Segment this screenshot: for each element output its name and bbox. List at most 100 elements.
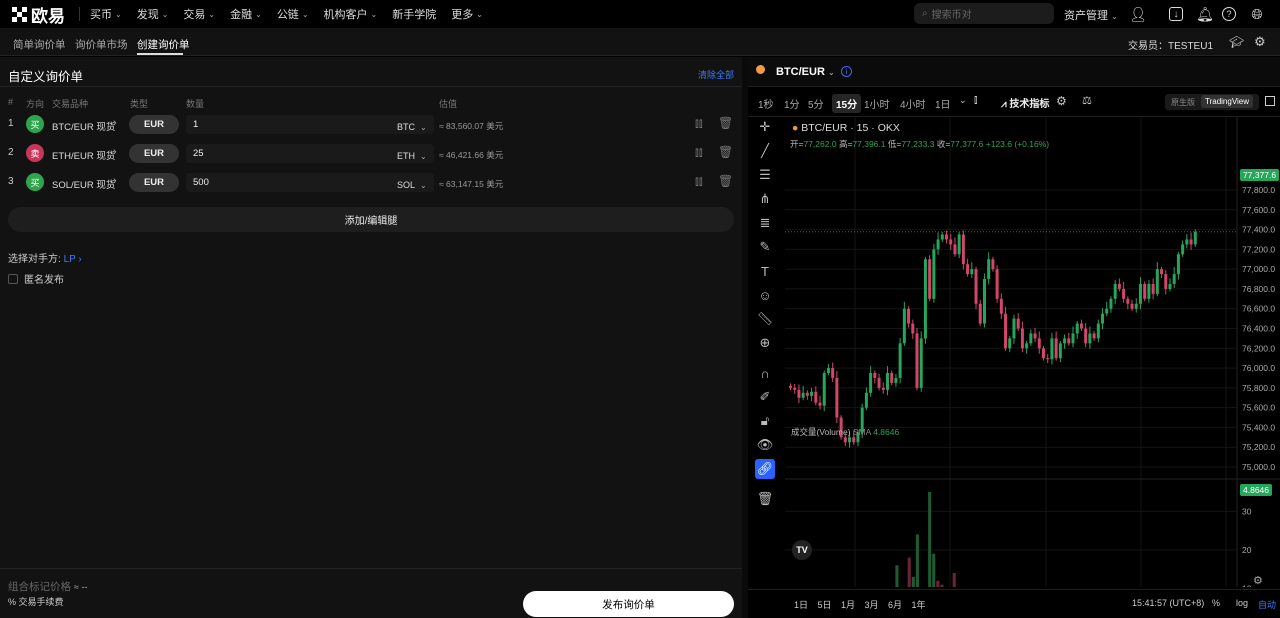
timeframe-5[interactable]: 4小时 [900, 100, 926, 111]
side-badge[interactable]: 买 [26, 115, 44, 133]
ruler-icon[interactable]: 📏︎ [756, 311, 774, 326]
candle-body [860, 407, 864, 433]
candles-icon[interactable]: ⫾⫾ [695, 145, 703, 159]
range-button[interactable]: 5日 [817, 600, 832, 610]
emoji-icon[interactable]: ☺ [758, 287, 772, 303]
timeframe-0[interactable]: 1秒 [758, 100, 774, 111]
compare-icon[interactable]: ⚖ [1082, 95, 1092, 107]
trash-icon[interactable]: 🗑︎ [718, 116, 734, 130]
chevron-right-icon[interactable]: › [113, 175, 117, 187]
timeframe-2[interactable]: 5分 [808, 100, 824, 111]
fib-icon[interactable]: ≣ [759, 215, 771, 230]
type-button[interactable]: EUR [129, 144, 179, 163]
chart-settings-icon[interactable]: ⚙ [1056, 94, 1067, 108]
native-view-button[interactable]: 原生版 [1171, 98, 1195, 107]
unit-selector[interactable]: BTC ⌄ [397, 119, 427, 133]
trash-icon[interactable]: 🗑︎ [718, 145, 734, 159]
tradingview-view-button[interactable]: TradingView [1201, 95, 1254, 108]
range-button[interactable]: 6月 [888, 600, 903, 610]
search-input[interactable]: ⌕ 搜索币对 [914, 3, 1054, 24]
text-icon[interactable]: T [761, 263, 769, 279]
brush-icon[interactable]: ✎ [759, 239, 771, 254]
tab-create-rfq[interactable]: 创建询价单 [137, 39, 190, 51]
candles-icon[interactable]: ⫾⫾ [695, 174, 703, 188]
timeframe-dropdown-icon[interactable]: ⌄ [959, 95, 967, 105]
timeframe-4[interactable]: 1小时 [864, 100, 890, 111]
publish-rfq-button[interactable]: 发布询价单 [523, 591, 734, 617]
pair-selector[interactable]: BTC/EUR ⌄ [776, 66, 835, 78]
nav-item[interactable]: 交易 ⌄ [183, 6, 215, 22]
candle-body [852, 437, 856, 443]
eye-icon[interactable]: 👁︎ [756, 437, 774, 452]
help-icon[interactable]: ? [1222, 7, 1236, 21]
anonymous-checkbox[interactable]: 匿名发布 [8, 271, 64, 286]
candle-type-icon[interactable]: ⫾ [974, 94, 978, 106]
asset-management-menu[interactable]: 资产管理 ⌄ [1064, 7, 1118, 23]
tab-rfq-market[interactable]: 询价单市场 [75, 39, 128, 51]
settings-icon[interactable]: ⚙ [1254, 34, 1266, 49]
timeframe-3[interactable]: 15分 [832, 94, 862, 113]
candles-icon[interactable]: ⫾⫾ [695, 116, 703, 130]
magnet-icon[interactable]: ∩ [760, 365, 770, 381]
nav-item[interactable]: 买币 ⌄ [90, 6, 122, 22]
mark-price-value: ≈ -- [73, 582, 88, 592]
user-icon[interactable]: 👤︎ [1129, 5, 1147, 22]
download-icon[interactable]: ↓ [1169, 7, 1183, 21]
side-badge[interactable]: 卖 [26, 144, 44, 162]
quantity-input[interactable]: 1 [186, 115, 434, 134]
candle-body [991, 259, 995, 270]
percent-toggle[interactable]: % [1212, 598, 1221, 608]
checkbox[interactable] [8, 273, 18, 284]
globe-icon[interactable]: 🌐︎ [1251, 5, 1263, 22]
trash-icon[interactable]: 🗑︎ [756, 491, 774, 506]
log-toggle[interactable]: log [1236, 598, 1249, 608]
pitchfork-icon[interactable]: ⋔ [759, 191, 771, 206]
panel-resizer[interactable] [742, 57, 748, 618]
candle-body [1016, 318, 1020, 329]
add-edit-leg-button[interactable]: 添加/编辑腿 [8, 207, 734, 232]
type-button[interactable]: EUR [129, 115, 179, 134]
info-icon[interactable]: i [841, 66, 852, 77]
crosshair-icon[interactable]: ✛ [759, 119, 771, 134]
horizontal-lines-icon[interactable]: ☰ [759, 167, 771, 182]
unit-selector[interactable]: SOL ⌄ [397, 177, 427, 191]
quantity-input[interactable]: 25 [186, 144, 434, 163]
nav-item[interactable]: 发现 ⌄ [137, 6, 169, 22]
nav-item[interactable]: 金融 ⌄ [230, 6, 262, 22]
range-button[interactable]: 3月 [864, 600, 879, 610]
nav-item[interactable]: 公链 ⌄ [277, 6, 309, 22]
link-icon[interactable]: 🔗︎ [755, 459, 775, 479]
counterparty-value[interactable]: LP [63, 254, 76, 265]
range-button[interactable]: 1日 [794, 600, 809, 610]
fullscreen-icon[interactable] [1265, 96, 1275, 106]
tab-simple-rfq[interactable]: 简单询价单 [13, 39, 66, 51]
clear-all-button[interactable]: 清除全部 [698, 70, 735, 80]
range-button[interactable]: 1年 [911, 600, 926, 610]
timeframe-1[interactable]: 1分 [784, 100, 800, 111]
side-badge[interactable]: 买 [26, 173, 44, 191]
lock-icon[interactable]: 🔓︎ [760, 413, 770, 428]
quantity-input[interactable]: 500 [186, 173, 434, 192]
chevron-right-icon[interactable]: › [113, 146, 117, 158]
nav-item[interactable]: 新手学院 [392, 6, 436, 22]
counterparty-selector[interactable]: 选择对手方: LP › [8, 250, 82, 265]
axis-settings-icon[interactable]: ⚙ [1253, 575, 1263, 587]
price-chart[interactable]: 77,800.0 77,600.0 77,400.0 77,200.0 77,000.0… [748, 117, 1280, 587]
trash-icon[interactable]: 🗑︎ [718, 174, 734, 188]
type-button[interactable]: EUR [129, 173, 179, 192]
unit-selector[interactable]: ETH ⌄ [397, 148, 427, 162]
nav-item[interactable]: 机构客户 ⌄ [324, 6, 378, 22]
bell-icon[interactable]: 🔔︎ [1196, 5, 1214, 22]
tradingview-logo[interactable]: TV [792, 540, 812, 560]
auto-toggle[interactable]: 自动 [1258, 600, 1277, 610]
zoom-in-icon[interactable]: ⊕ [759, 335, 771, 350]
graduation-cap-icon[interactable]: 🎓︎ [1229, 35, 1245, 49]
timeframe-6[interactable]: 1日 [935, 100, 951, 111]
trend-line-icon[interactable]: ╱ [761, 143, 769, 158]
chevron-right-icon[interactable]: › [113, 117, 117, 129]
indicators-button[interactable]: ⩘ 技术指标 [1001, 95, 1049, 110]
nav-item[interactable]: 更多 ⌄ [451, 6, 483, 22]
okx-logo[interactable]: 欧易 [12, 2, 65, 27]
range-button[interactable]: 1月 [841, 600, 856, 610]
lock-drawing-icon[interactable]: ✐ [759, 389, 771, 404]
